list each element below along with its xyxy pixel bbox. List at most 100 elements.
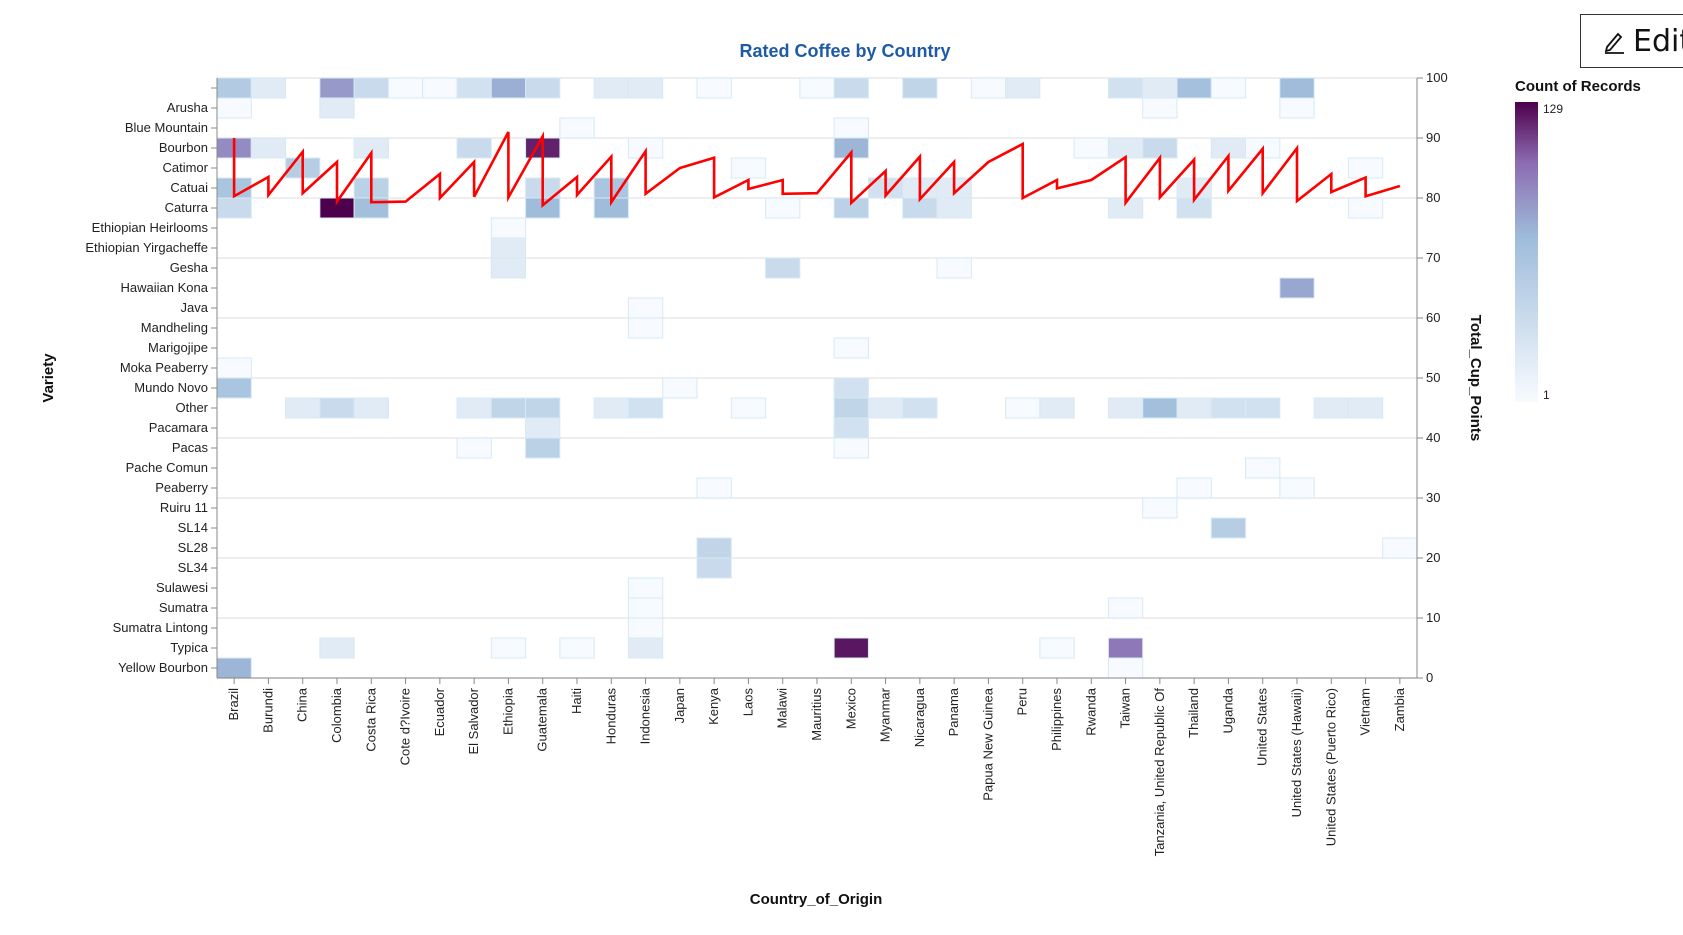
heatmap-cell xyxy=(627,617,664,639)
heatmap-cell xyxy=(216,377,252,399)
x-tick-label: Mauritius xyxy=(809,688,824,741)
heatmap-cell xyxy=(1107,637,1144,659)
y-tick-label: Caturra xyxy=(165,200,209,215)
edit-button[interactable]: Edit xyxy=(1580,14,1683,68)
y-tick-label: Other xyxy=(175,400,208,415)
y2-tick-label: 50 xyxy=(1426,370,1440,385)
y-tick-label: Ruiru 11 xyxy=(160,500,208,515)
x-tick-label: Peru xyxy=(1015,688,1030,715)
y2-tick-label: 100 xyxy=(1426,70,1448,85)
y-tick-label: Pache Comun xyxy=(126,460,208,475)
pencil-icon xyxy=(1604,32,1624,54)
heatmap-cell xyxy=(387,77,424,99)
heatmap-cell xyxy=(490,217,527,239)
heatmap-cell xyxy=(936,197,972,219)
y-tick-label: Mandheling xyxy=(141,320,208,335)
heatmap-cell xyxy=(662,377,698,399)
y-tick-label: SL28 xyxy=(178,540,208,555)
y2-tick-label: 70 xyxy=(1426,250,1440,265)
heatmap-cell xyxy=(1279,277,1315,299)
heatmap-cell xyxy=(490,77,527,99)
x-tick-label: Brazil xyxy=(226,688,241,721)
heatmap-cell xyxy=(216,77,252,99)
y-tick-label: Bourbon xyxy=(159,140,208,155)
legend-max-label: 129 xyxy=(1543,102,1563,116)
heatmap-cell xyxy=(456,397,492,419)
axes: Arusha Blue Mountain Bourbon Catimor Catuai C… xyxy=(85,70,1447,856)
x-tick-label: Malawi xyxy=(775,688,790,729)
y-tick-label: Sumatra xyxy=(159,600,209,615)
y-tick-label: Peaberry xyxy=(155,480,208,495)
heatmap-cell xyxy=(1245,397,1281,419)
x-tick-label: Ethiopia xyxy=(500,687,515,735)
heatmap-cell xyxy=(627,577,664,599)
x-tick-label: Zambia xyxy=(1392,687,1407,731)
heatmap-cell xyxy=(936,257,972,279)
heatmap-cell xyxy=(1382,537,1418,559)
heatmap-cell xyxy=(627,317,664,339)
x-tick-label: El Salvador xyxy=(466,687,481,754)
heatmap-cell xyxy=(833,637,869,659)
line-series-path xyxy=(232,131,1401,208)
y-tick-label: SL34 xyxy=(178,560,208,575)
x-tick-label: Cote d?Ivoire xyxy=(398,688,413,765)
heatmap-cell xyxy=(353,397,389,419)
heatmap-cell xyxy=(319,397,355,419)
heatmap-cell xyxy=(833,337,869,359)
y2-tick-label: 40 xyxy=(1426,430,1440,445)
heatmap-cell xyxy=(422,77,458,99)
legend-title: Count of Records xyxy=(1515,78,1641,95)
y-tick-label: Ethiopian Heirlooms xyxy=(92,220,209,235)
heatmap-cell xyxy=(559,637,595,659)
x-tick-label: Thailand xyxy=(1186,688,1201,738)
y-tick-label: Marigojipe xyxy=(148,340,208,355)
x-tick-label: Panama xyxy=(946,687,961,736)
heatmap-cell xyxy=(627,597,664,619)
heatmap-cell xyxy=(456,437,492,459)
heatmap-cell xyxy=(1073,137,1109,159)
x-tick-label: Rwanda xyxy=(1083,687,1098,735)
y-tick-label: Typica xyxy=(170,640,208,655)
heatmap-cell xyxy=(216,357,252,379)
heatmap-cell xyxy=(1142,497,1178,519)
heatmap-cell xyxy=(1347,157,1384,179)
x-tick-label: United States xyxy=(1255,688,1270,767)
heatmap-cell xyxy=(1210,397,1247,419)
y-axis-title: Variety xyxy=(40,353,57,403)
heatmap-cell xyxy=(1039,397,1075,419)
heatmap-cell xyxy=(902,77,938,99)
heatmap-cell xyxy=(765,257,801,279)
y-tick-label: Catimor xyxy=(162,160,208,175)
x-tick-label: China xyxy=(295,687,310,722)
y-tick-label: Arusha xyxy=(167,100,209,115)
heatmap-cell xyxy=(1176,477,1212,499)
heatmap-cell xyxy=(490,257,527,279)
heatmap-cell xyxy=(353,77,389,99)
heatmap-cell xyxy=(525,397,561,419)
y-tick-label: Pacas xyxy=(172,440,209,455)
heatmap-cell xyxy=(250,137,287,159)
heatmap-cell xyxy=(627,297,664,319)
x-tick-label: Nicaragua xyxy=(912,687,927,747)
heatmap-cell xyxy=(696,537,732,559)
y-tick-label: Java xyxy=(181,300,209,315)
x-tick-label: Vietnam xyxy=(1358,688,1373,735)
color-legend: Count of Records 129 1 xyxy=(1515,78,1641,402)
y-tick-label: Hawaiian Kona xyxy=(121,280,209,295)
heatmap-cell xyxy=(730,157,767,179)
heatmap-cell xyxy=(490,637,527,659)
heatmap-cell xyxy=(833,377,869,399)
heatmap-cell xyxy=(799,77,835,99)
heatmap-cell xyxy=(319,637,355,659)
heatmap-cell xyxy=(1142,137,1178,159)
x-tick-label: Mexico xyxy=(843,688,858,729)
x-tick-label: Japan xyxy=(672,688,687,723)
x-tick-label: United States (Puerto Rico) xyxy=(1323,688,1338,846)
heatmap-cell xyxy=(319,77,355,99)
x-tick-label: Burundi xyxy=(260,688,275,733)
x-tick-label: Costa Rica xyxy=(363,687,378,751)
y-tick-label: Blue Mountain xyxy=(125,120,208,135)
heatmap-cell xyxy=(1313,397,1349,419)
y-tick-label: Mundo Novo xyxy=(134,380,208,395)
heatmap-cell xyxy=(1347,197,1384,219)
